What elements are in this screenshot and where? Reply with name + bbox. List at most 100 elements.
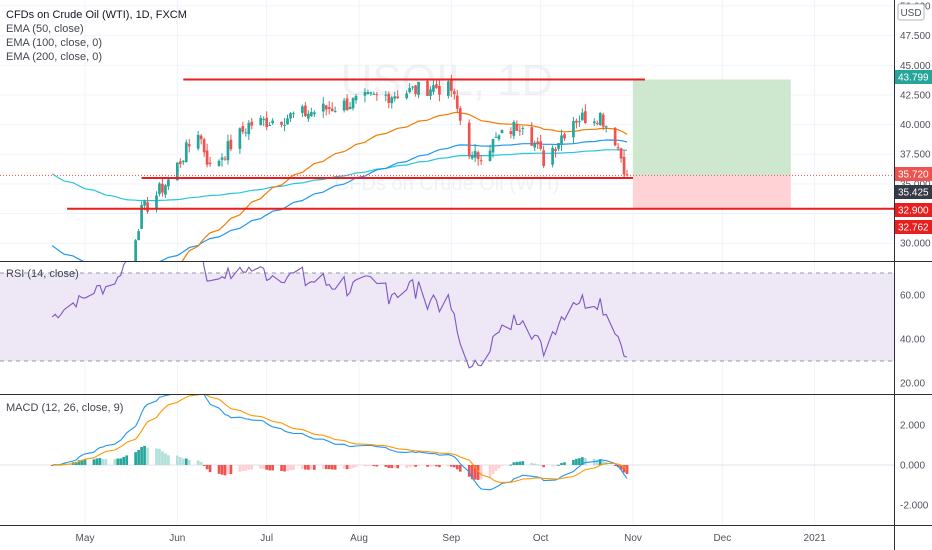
macd-histogram-bar [324,465,328,470]
price-axis-tick-label: 42.500 [900,90,931,101]
candle-body [354,95,358,101]
macd-histogram-bar [146,447,149,465]
candle-body [137,231,140,241]
candle-body [226,141,230,161]
macd-histogram-bar [581,457,584,465]
time-axis-label: 2021 [804,533,827,544]
candle-body [518,130,522,132]
macd-histogram-bar [393,465,397,469]
candle-body [575,120,578,123]
time-axis-label: Sep [442,533,460,544]
macd-histogram-bar [184,458,188,465]
macd-histogram-bar [554,465,557,467]
macd-pane-title: MACD (12, 26, close, 9) [6,402,124,414]
candle-body [333,110,337,113]
candle-body [473,151,477,158]
macd-histogram-bar [178,457,182,465]
candle-body [584,111,587,124]
rsi-line [51,262,628,369]
macd-histogram-bar [250,465,254,470]
candle-body [155,195,158,210]
candle-body [167,179,170,187]
macd-histogram-bar [137,450,140,465]
macd-histogram-bar [77,460,81,465]
macd-axis-tick-label: -2.000 [900,501,929,512]
macd-histogram-bar [509,464,513,466]
macd-histogram-bar [312,465,316,470]
candle-body [598,113,602,125]
price-tag [895,167,932,181]
macd-histogram-bar [390,465,394,469]
macd-histogram-bar [271,465,274,471]
candle-body [161,183,164,193]
time-axis-label: Oct [533,533,549,544]
candle-body [426,80,429,96]
macd-histogram-bar [351,465,355,469]
price-axis-tick-label: 30.000 [900,239,931,250]
macd-histogram-bar [363,465,367,467]
candle-body [143,200,146,206]
macd-histogram-bar [92,459,96,465]
macd-histogram-bar [286,465,289,472]
macd-histogram-bar [247,465,251,470]
candle-body [286,118,289,125]
candle-body [372,93,376,95]
candle-body [455,95,459,109]
candle-body [164,185,167,195]
candle-body [604,126,608,128]
candle-body [554,148,557,151]
candle-body [390,97,394,104]
candle-body [488,150,492,161]
macd-histogram-bar [220,465,224,475]
candle-body [414,85,417,94]
macd-histogram-bar [345,465,349,470]
candle-body [369,92,373,94]
legend-ema100: EMA (100, close, 0) [6,37,102,49]
macd-histogram-bar [563,462,566,465]
candle-body [512,121,516,136]
macd-histogram-bar [283,465,286,472]
macd-histogram-bar [497,465,501,469]
macd-histogram-bar [301,465,304,469]
currency-label: USD [900,8,921,19]
candle-body [521,127,525,129]
chart-title: CFDs on Crude Oil (WTI), 1D, FXCM [6,9,187,21]
macd-histogram-bar [467,465,471,477]
candle-body [595,123,599,125]
candle-body [432,85,435,92]
macd-histogram-bar [598,459,602,465]
macd-axis-tick-label: 2.000 [900,421,925,432]
macd-histogram-bar [435,465,438,467]
candle-body [307,113,310,119]
candle-body [217,160,221,166]
macd-histogram-bar [488,465,492,478]
candle-body [241,126,245,132]
macd-histogram-bar [560,463,563,465]
macd-histogram-bar [613,465,617,466]
macd-histogram-bar [98,458,102,465]
candle-body [592,121,596,124]
candle-body [551,147,554,165]
macd-histogram-bar [452,465,456,468]
candle-body [497,135,501,140]
rsi-axis-tick-label: 60.00 [900,291,925,302]
candle-body [244,132,248,134]
candle-body [327,107,331,109]
candle-body [247,122,251,135]
macd-histogram-bar [187,459,191,465]
macd-histogram-bar [447,465,450,467]
macd-histogram-bar [426,465,429,467]
candle-body [613,127,617,146]
macd-histogram-bar [122,456,126,465]
macd-histogram-bar [158,448,161,465]
macd-histogram-bar [476,465,480,480]
macd-histogram-bar [572,459,575,465]
macd-histogram-bar [578,458,581,465]
macd-histogram-bar [557,464,560,466]
ema200-line [51,149,628,202]
price-tag-label: 35.425 [898,188,929,199]
candle-body [572,121,575,138]
macd-histogram-bar [289,465,292,471]
macd-histogram-bar [575,458,578,465]
